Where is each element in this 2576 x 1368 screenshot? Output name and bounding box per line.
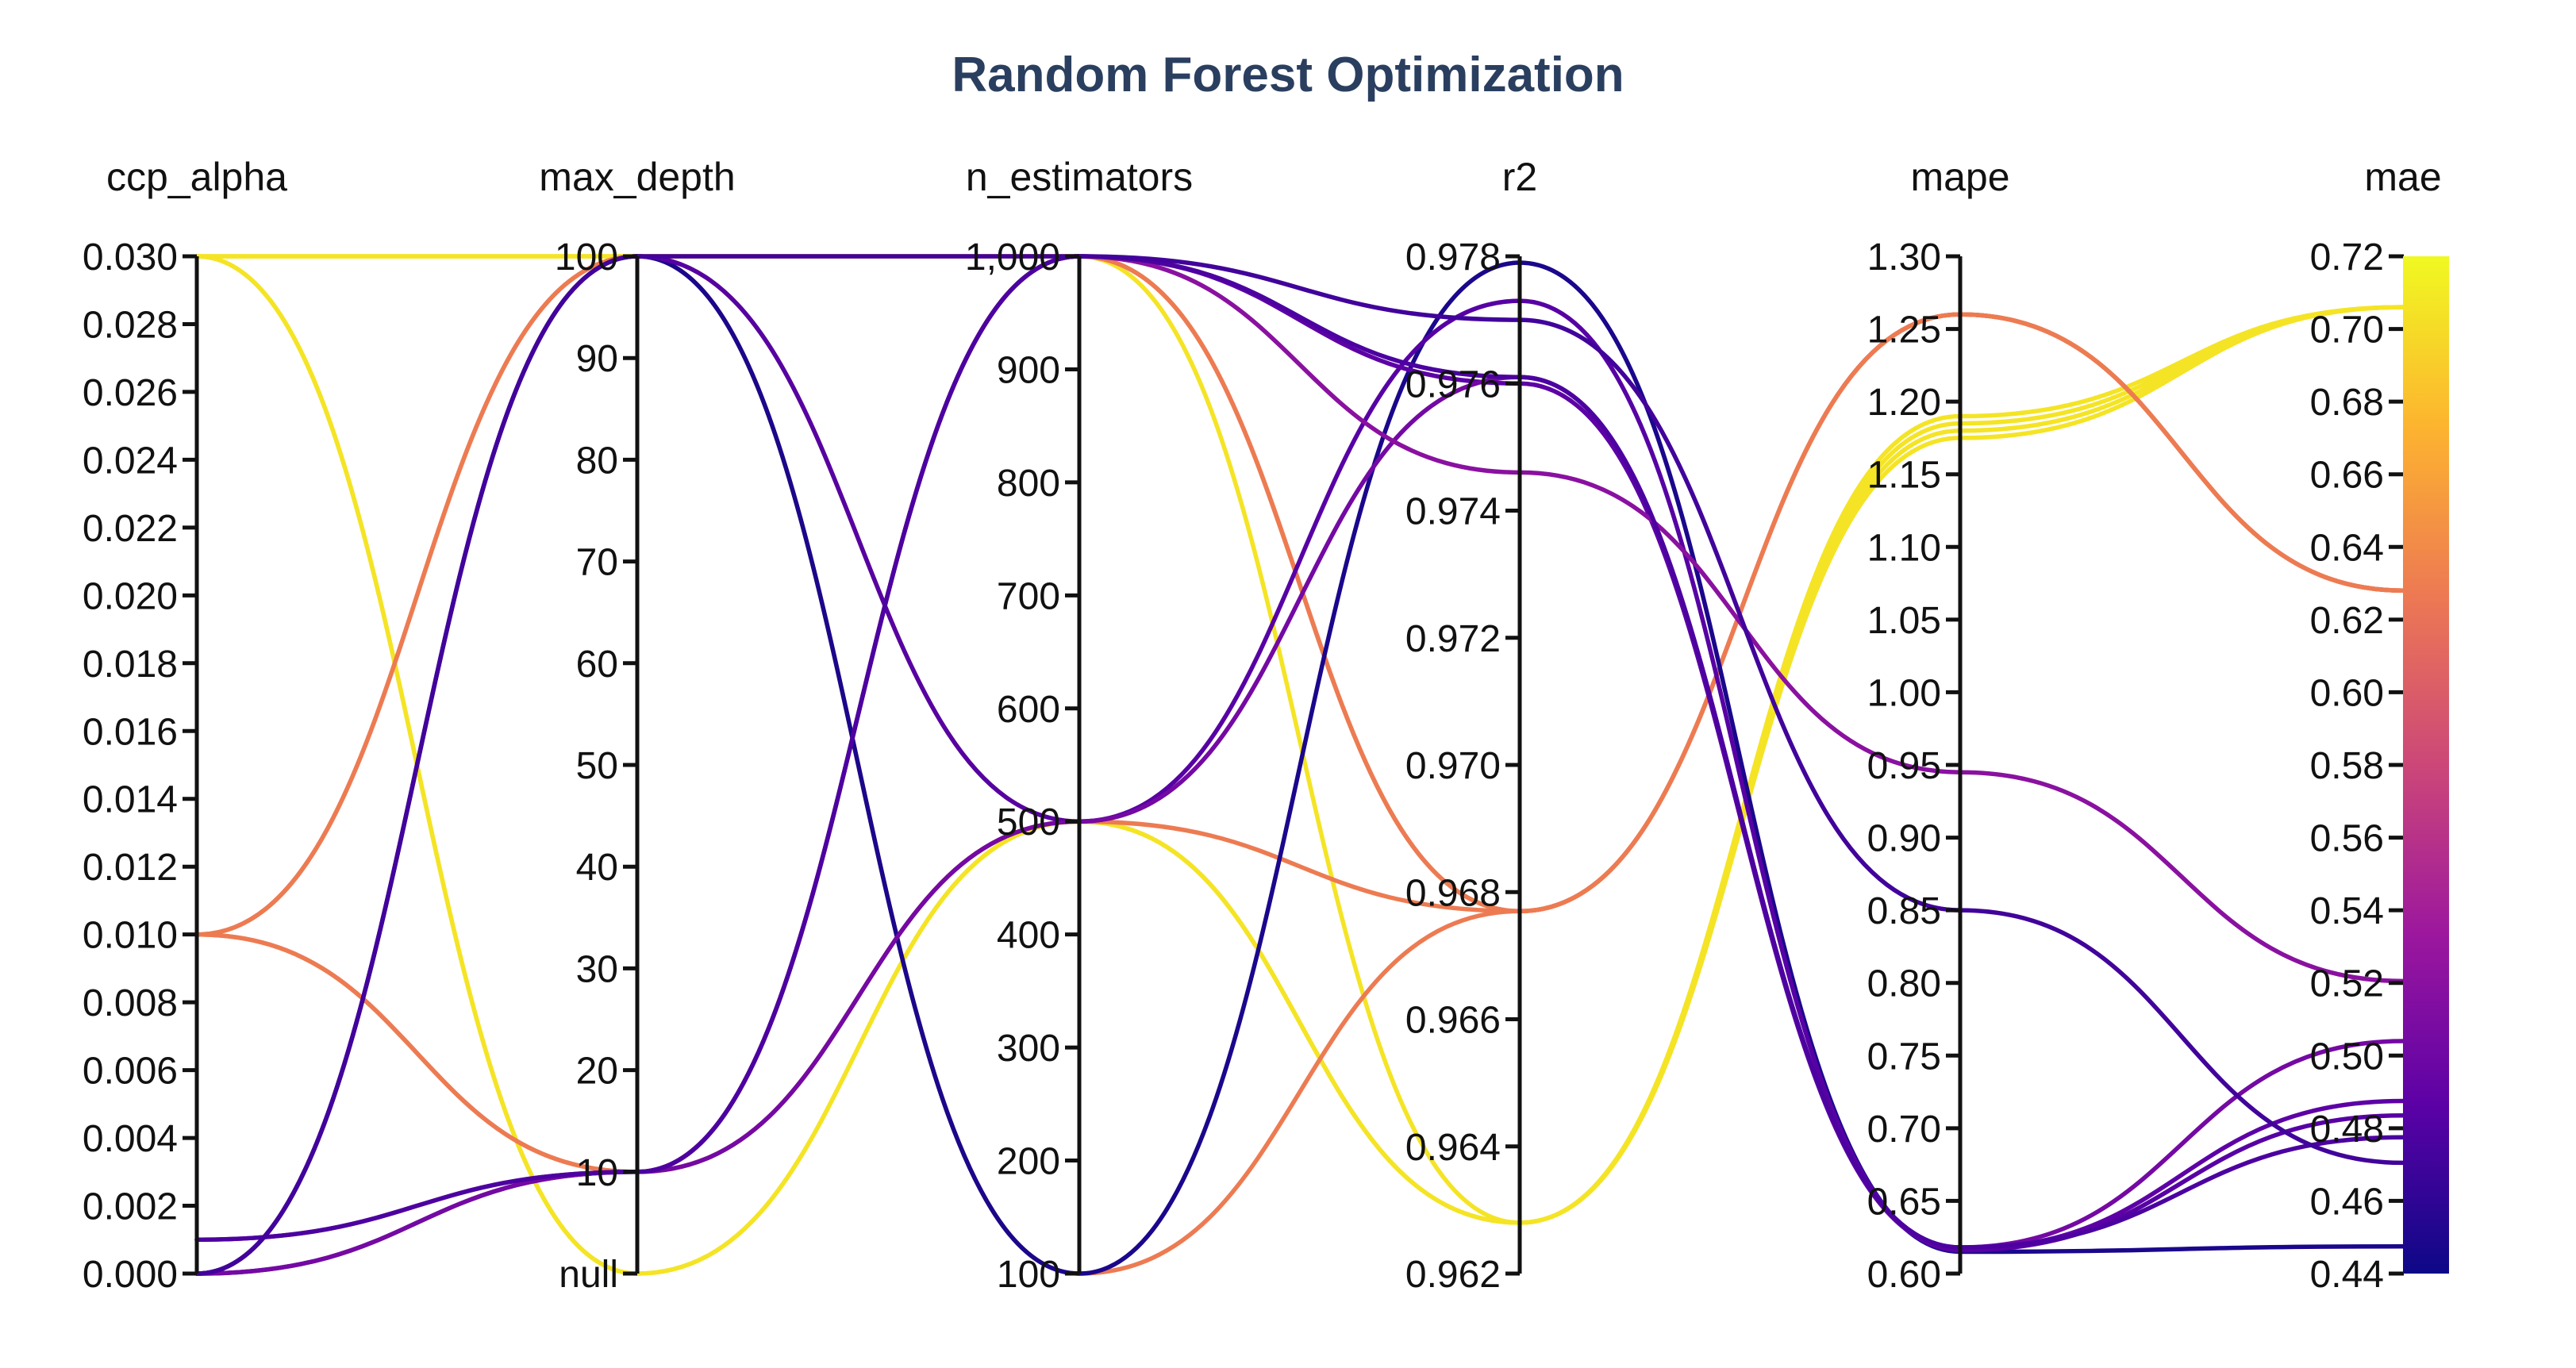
axis-title: mae [2364,155,2441,199]
tick-label: 60 [576,644,618,686]
tick-label: 1.00 [1867,672,1941,714]
series-line-4[interactable] [194,254,2405,1276]
tick-label: 300 [997,1028,1060,1070]
tick-label: 0.008 [83,982,178,1024]
axis-title: ccp_alpha [106,155,287,199]
tick-label: 0.018 [83,644,178,686]
tick-label: 0.020 [83,575,178,617]
tick-label: 900 [997,349,1060,391]
tick-label: 0.964 [1405,1127,1501,1169]
axis-title: max_depth [539,155,735,199]
tick-label: 0.030 [83,236,178,279]
tick-label: 40 [576,847,618,889]
tick-label: 1.10 [1867,527,1941,569]
tick-label: 500 [997,801,1060,843]
tick-label: 0.010 [83,915,178,957]
tick-label: 0.012 [83,847,178,889]
tick-label: 0.022 [83,508,178,550]
tick-label: 0.978 [1405,236,1501,279]
axis-title: mape [1910,155,2009,199]
tick-label: 0.54 [2310,890,2384,932]
tick-label: 0.70 [2310,309,2384,352]
tick-label: 0.60 [1867,1254,1941,1296]
chart-title: Random Forest Optimization [952,48,1624,102]
tick-label: 1,000 [965,236,1060,279]
series-line-15[interactable] [194,254,2405,1276]
tick-label: 0.52 [2310,963,2384,1005]
tick-label: 90 [576,338,618,380]
tick-label: 1.25 [1867,309,1941,352]
axes: ccp_alpha 0.000 0.002 0.004 0.006 0.008 0.010 0… [83,155,2442,1296]
tick-label: 0.016 [83,711,178,753]
tick-label: 0.026 [83,372,178,414]
tick-label: 0.024 [83,440,178,482]
axis-title: r2 [1502,155,1537,199]
tick-label: 0.65 [1867,1181,1941,1223]
tick-label: 400 [997,915,1060,957]
tick-label: 100 [555,236,618,279]
tick-label: 10 [576,1152,618,1194]
tick-label: 0.58 [2310,745,2384,787]
tick-label: 0.004 [83,1118,178,1160]
tick-label: 0.966 [1405,1000,1501,1042]
tick-label: 100 [997,1254,1060,1296]
axis-r2[interactable]: r2 0.962 0.964 0.966 0.968 0.970 0.972 0.974 0.9… [1405,155,1537,1296]
tick-label: 0.976 [1405,363,1501,405]
tick-label: 700 [997,575,1060,617]
series-line-8[interactable] [194,254,2405,1174]
tick-label: 0.972 [1405,618,1501,660]
tick-label: 0.85 [1867,890,1941,932]
tick-label: 0.50 [2310,1036,2384,1078]
tick-label: 0.68 [2310,382,2384,424]
tick-label: 0.66 [2310,455,2384,497]
tick-label: 0.46 [2310,1181,2384,1223]
tick-label: 0.014 [83,779,178,821]
tick-label: 0.48 [2310,1109,2384,1151]
tick-label: 0.002 [83,1186,178,1228]
colorbar [2403,256,2449,1274]
axis-title: n_estimators [966,155,1193,199]
tick-label: 1.30 [1867,236,1941,279]
tick-label: 30 [576,948,618,990]
tick-label: 0.64 [2310,527,2384,569]
tick-label: 0.75 [1867,1036,1941,1078]
tick-label: 0.56 [2310,818,2384,860]
tick-label: 0.44 [2310,1254,2384,1296]
tick-label: 70 [576,542,618,584]
tick-label: 600 [997,689,1060,731]
tick-label: 1.15 [1867,455,1941,497]
series-lines [194,254,2405,1276]
tick-label: 50 [576,745,618,787]
tick-label: 1.05 [1867,600,1941,642]
axis-ccp-alpha[interactable]: ccp_alpha 0.000 0.002 0.004 0.006 0.008 0.010 0… [83,155,287,1296]
tick-label: 0.90 [1867,818,1941,860]
tick-label: 0.95 [1867,745,1941,787]
tick-label: 20 [576,1051,618,1093]
tick-label: 0.000 [83,1254,178,1296]
tick-label: 0.974 [1405,491,1501,533]
tick-label: 0.028 [83,304,178,346]
tick-label: 0.970 [1405,745,1501,787]
tick-label: 80 [576,440,618,482]
tick-label: 1.20 [1867,382,1941,424]
tick-label: 200 [997,1141,1060,1183]
axis-mae[interactable]: mae 0.44 0.46 0.48 0.50 0.52 0.54 0.56 0.58 0.60 0… [2310,155,2442,1296]
tick-label: 800 [997,463,1060,505]
tick-label: 0.80 [1867,963,1941,1005]
tick-label: 0.60 [2310,672,2384,714]
series-line-12[interactable] [194,375,2405,1276]
axis-n-estimators[interactable]: n_estimators 100 200 300 400 500 600 700 800 900 1… [965,155,1193,1296]
axis-mape[interactable]: mape 0.60 0.65 0.70 0.75 0.80 0.85 0.90 0.95 1.00… [1867,155,2010,1296]
tick-label: 0.70 [1867,1109,1941,1151]
tick-label: 0.006 [83,1051,178,1093]
series-line-1[interactable] [194,254,2405,1225]
tick-label: 0.962 [1405,1254,1501,1296]
tick-label: 0.62 [2310,600,2384,642]
tick-label: 0.968 [1405,872,1501,914]
tick-label: null [559,1254,618,1296]
tick-label: 0.72 [2310,236,2384,279]
